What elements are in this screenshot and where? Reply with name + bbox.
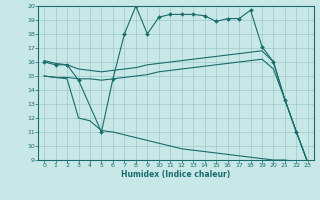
X-axis label: Humidex (Indice chaleur): Humidex (Indice chaleur) xyxy=(121,170,231,179)
